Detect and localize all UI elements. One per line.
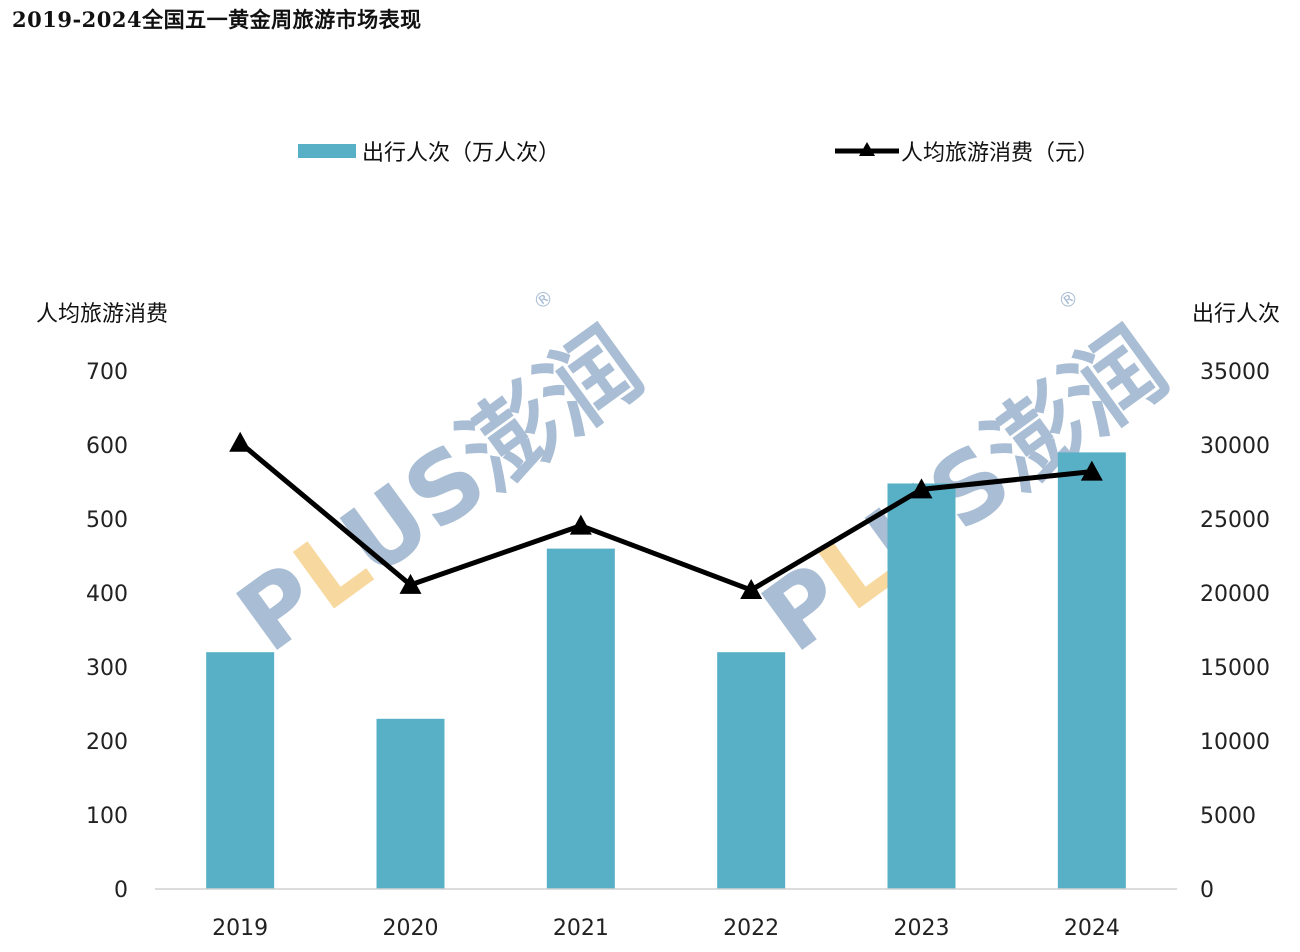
line-marker-2023 <box>910 478 933 499</box>
legend-item-line: 人均旅游消费（元） <box>835 136 1099 166</box>
right-tick-label: 25000 <box>1200 508 1270 533</box>
right-tick-label: 0 <box>1200 878 1214 903</box>
left-tick-label: 100 <box>86 804 128 829</box>
line-marker-2019 <box>229 431 252 452</box>
x-tick-label: 2019 <box>212 916 268 941</box>
watermark-registered-mark: ® <box>1053 284 1083 315</box>
x-tick-label: 2020 <box>383 916 439 941</box>
bar-2022 <box>717 652 786 889</box>
line-marker-2022 <box>740 579 763 600</box>
left-tick-label: 700 <box>86 360 128 385</box>
watermark-registered-mark: ® <box>528 284 558 315</box>
legend-line-label: 人均旅游消费（元） <box>901 141 1100 166</box>
line-group <box>229 431 1103 600</box>
right-axis-title: 出行人次 <box>1192 302 1281 327</box>
x-tick-label: 2023 <box>894 916 950 941</box>
left-tick-label: 200 <box>86 730 128 755</box>
legend-bar-label: 出行人次（万人次） <box>362 141 561 166</box>
right-tick-label: 15000 <box>1200 656 1270 681</box>
line-series <box>238 440 1093 593</box>
x-tick-label: 2021 <box>553 916 609 941</box>
legend-item-bar: 出行人次（万人次） <box>298 136 560 166</box>
bar-2024 <box>1057 452 1126 889</box>
line-marker-2021 <box>569 514 592 535</box>
right-axis-ticks: 0 5000 10000 15000 20000 25000 30000 35000 <box>1200 360 1270 903</box>
x-axis-ticks: 2019 2020 2021 2022 2023 2024 <box>212 916 1120 941</box>
right-tick-label: 35000 <box>1200 360 1270 385</box>
bar-2023 <box>887 483 956 889</box>
left-tick-label: 300 <box>86 656 128 681</box>
legend-bar-swatch <box>298 144 356 158</box>
left-tick-label: 400 <box>86 582 128 607</box>
x-tick-label: 2022 <box>723 916 779 941</box>
page-title: 2019-2024全国五一黄金周旅游市场表现 <box>12 7 422 32</box>
bar-2019 <box>206 652 275 889</box>
bar-2020 <box>376 718 445 889</box>
bars-group <box>206 452 1126 889</box>
left-tick-label: 0 <box>114 878 128 903</box>
left-axis-ticks: 0 100 200 300 400 500 600 700 <box>86 360 128 903</box>
right-tick-label: 10000 <box>1200 730 1270 755</box>
line-marker-2024 <box>1080 460 1103 481</box>
left-tick-label: 600 <box>86 434 128 459</box>
right-tick-label: 5000 <box>1200 804 1256 829</box>
left-tick-label: 500 <box>86 508 128 533</box>
left-axis-title: 人均旅游消费 <box>36 302 169 327</box>
bar-2021 <box>546 548 615 889</box>
right-tick-label: 30000 <box>1200 434 1270 459</box>
right-tick-label: 20000 <box>1200 582 1270 607</box>
watermark: PLUS澎润®PLUS澎润® <box>218 284 1187 674</box>
x-tick-label: 2024 <box>1064 916 1120 941</box>
line-marker-2020 <box>399 573 422 594</box>
legend-line-swatch <box>835 142 899 156</box>
